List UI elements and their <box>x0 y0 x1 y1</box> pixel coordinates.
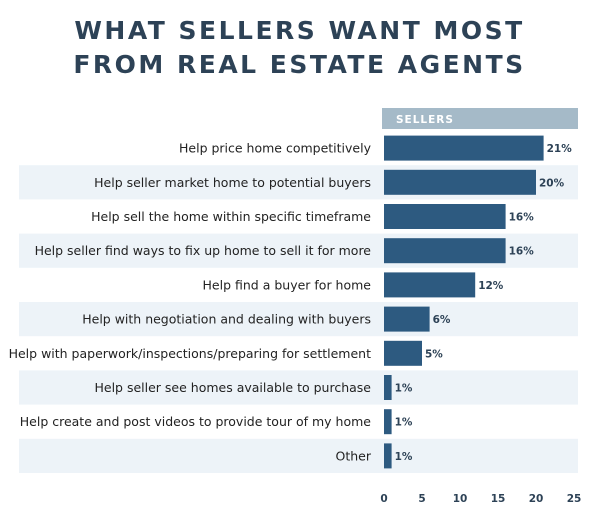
data-label: 20% <box>539 177 565 189</box>
category-label: Help sell the home within specific timef… <box>91 209 371 224</box>
x-tick-label: 15 <box>491 493 506 505</box>
data-label: 1% <box>395 383 413 395</box>
column-header-band <box>382 108 578 129</box>
bar <box>384 169 536 195</box>
data-label: 6% <box>433 314 451 326</box>
x-tick-label: 10 <box>453 493 468 505</box>
bar <box>384 443 392 469</box>
bar <box>384 238 506 264</box>
x-tick-label: 25 <box>567 493 582 505</box>
bar <box>384 340 422 366</box>
bar <box>384 375 392 400</box>
data-label: 12% <box>478 280 504 292</box>
x-tick-label: 20 <box>529 493 544 505</box>
x-tick-label: 5 <box>418 493 425 505</box>
chart-title-line-2: FROM REAL ESTATE AGENTS <box>73 50 526 79</box>
category-label: Help with negotiation and dealing with b… <box>82 312 371 327</box>
data-label: 16% <box>509 246 535 258</box>
column-header-label: SELLERS <box>396 114 454 126</box>
category-label: Help seller find ways to fix up home to … <box>35 243 372 258</box>
category-label: Help create and post videos to provide t… <box>20 414 372 429</box>
data-label: 5% <box>425 348 443 360</box>
data-label: 16% <box>509 212 535 224</box>
bar <box>384 272 476 298</box>
bar <box>384 135 544 161</box>
category-label: Help with paperwork/inspections/preparin… <box>9 346 372 361</box>
chart-title-line-1: WHAT SELLERS WANT MOST <box>74 16 525 45</box>
row-band <box>19 438 578 473</box>
row-band <box>19 302 578 337</box>
x-tick-label: 0 <box>380 493 387 505</box>
chart-title: WHAT SELLERS WANT MOST FROM REAL ESTATE … <box>0 14 599 82</box>
category-label: Help seller see homes available to purch… <box>94 380 371 395</box>
category-label: Help seller market home to potential buy… <box>94 175 371 190</box>
bar <box>384 204 506 229</box>
category-label: Other <box>336 448 372 463</box>
data-label: 1% <box>395 417 413 429</box>
bar <box>384 409 392 435</box>
bar <box>384 306 430 332</box>
row-band <box>19 370 578 405</box>
category-label: Help find a buyer for home <box>203 277 372 292</box>
category-label: Help price home competitively <box>179 141 372 156</box>
data-label: 1% <box>395 451 413 463</box>
data-label: 21% <box>547 143 573 155</box>
